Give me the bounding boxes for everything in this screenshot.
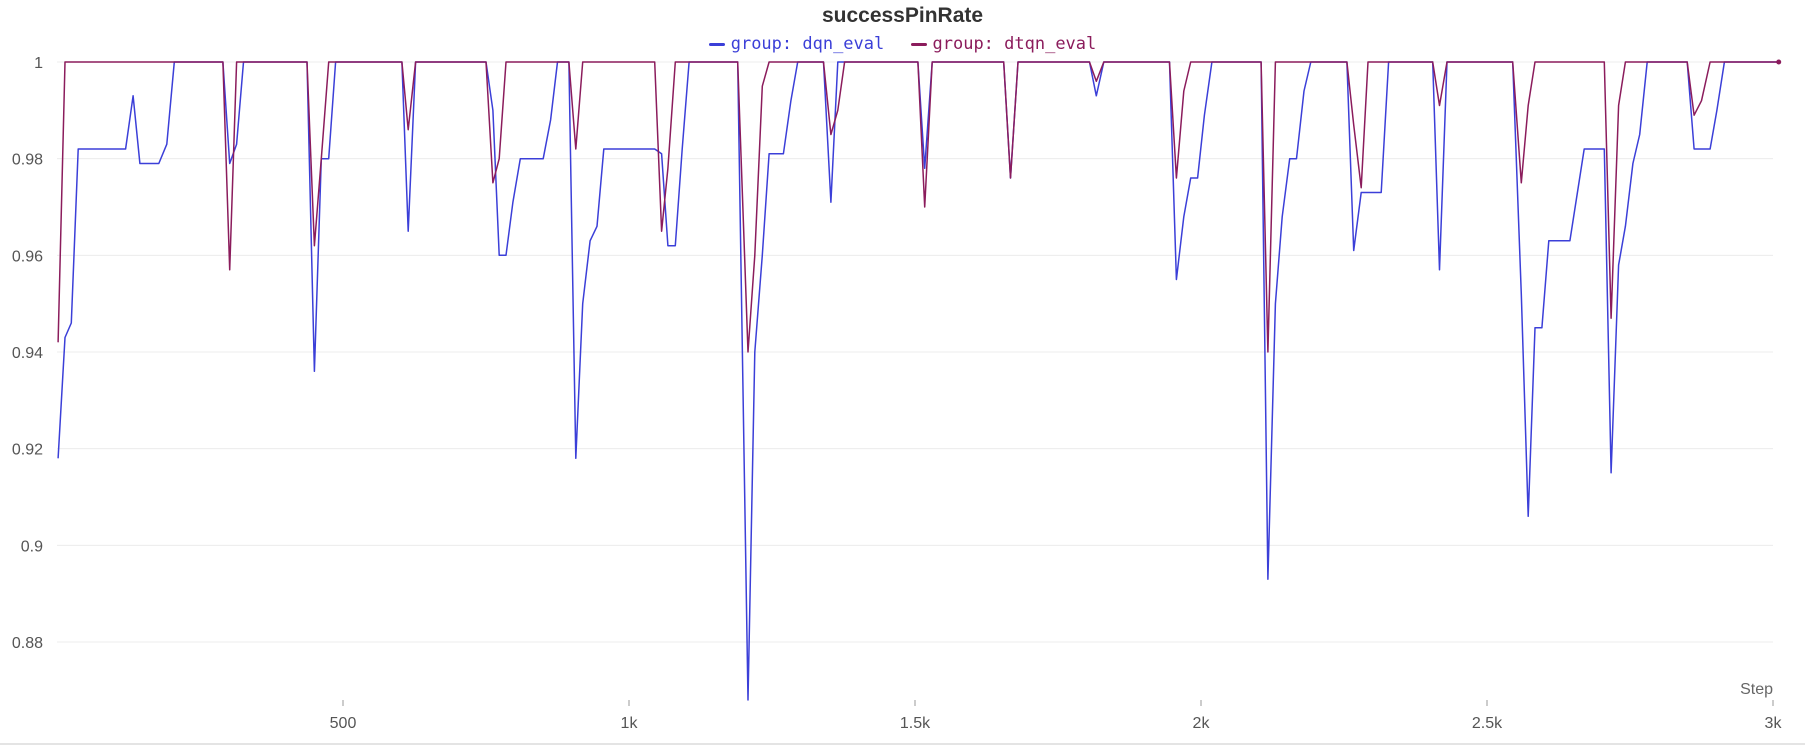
y-tick-label: 0.96 <box>12 248 43 265</box>
y-tick-label: 0.98 <box>12 152 43 169</box>
series-group <box>58 60 1781 701</box>
x-tick-label: 3k <box>1765 715 1783 732</box>
series-line-0[interactable] <box>58 62 1779 700</box>
x-axis: 500 1k 1.5k 2k 2.5k 3k <box>330 700 1783 732</box>
y-axis: 1 0.98 0.96 0.94 0.92 0.9 0.88 <box>12 55 43 652</box>
x-tick-label: 1.5k <box>900 715 931 732</box>
x-tick-label: 2.5k <box>1472 715 1503 732</box>
y-tick-label: 0.94 <box>12 345 43 362</box>
y-tick-label: 0.9 <box>21 538 43 555</box>
x-tick-label: 1k <box>621 715 639 732</box>
series-end-point <box>1776 60 1781 65</box>
x-tick-label: 2k <box>1193 715 1211 732</box>
y-tick-label: 0.92 <box>12 442 43 459</box>
x-axis-title: Step <box>1740 681 1773 698</box>
y-tick-label: 0.88 <box>12 635 43 652</box>
x-tick-label: 500 <box>330 715 357 732</box>
y-tick-label: 1 <box>34 55 43 72</box>
